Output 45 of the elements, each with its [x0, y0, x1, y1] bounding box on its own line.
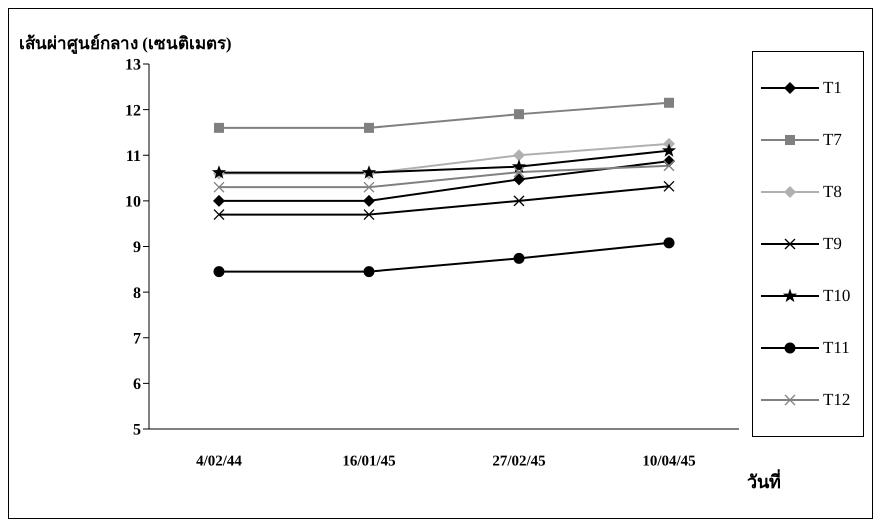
legend-label: T7: [823, 130, 842, 150]
point: [214, 122, 224, 133]
point: [363, 182, 375, 193]
point: [663, 180, 675, 192]
y-axis-title: เส้นผ่าศูนย์กลาง (เซนติเมตร): [19, 32, 232, 56]
y-tick-label: 6: [133, 376, 141, 394]
y-tick-label: 11: [126, 148, 141, 165]
point: [362, 165, 376, 179]
point: [514, 252, 524, 264]
legend-label: T1: [823, 78, 842, 98]
x-axis-title: วันที่: [747, 468, 781, 494]
point: [513, 173, 525, 186]
point: [664, 98, 674, 108]
point: [213, 208, 225, 220]
point: [364, 266, 374, 278]
y-tick-label: 10: [125, 194, 141, 211]
point: [663, 160, 675, 172]
x-tick-label: 27/02/45: [492, 454, 546, 470]
point: [513, 195, 525, 207]
point: [364, 122, 374, 133]
point: [664, 237, 674, 248]
legend-label: T9: [823, 234, 842, 254]
point: [213, 182, 225, 193]
point: [514, 109, 524, 120]
point: [662, 143, 676, 157]
point: [213, 194, 225, 207]
legend-label: T12: [823, 390, 850, 410]
y-tick-label: 8: [133, 284, 141, 302]
point: [363, 194, 375, 207]
y-tick-label: 5: [133, 422, 141, 439]
x-tick-label: 10/04/45: [642, 454, 696, 470]
point: [363, 208, 375, 220]
legend-label: T10: [823, 286, 850, 306]
legend-label: T11: [823, 338, 850, 358]
legend-label: T8: [823, 182, 842, 202]
point: [214, 266, 224, 278]
y-tick-label: 13: [125, 56, 141, 74]
x-tick-label: 4/02/44: [196, 454, 242, 470]
point: [212, 165, 226, 179]
point: [513, 149, 525, 162]
y-tick-label: 9: [133, 239, 141, 256]
point: [513, 166, 525, 178]
y-tick-label: 12: [125, 102, 141, 120]
x-tick-label: 16/01/45: [342, 454, 396, 470]
y-tick-label: 7: [133, 330, 141, 348]
